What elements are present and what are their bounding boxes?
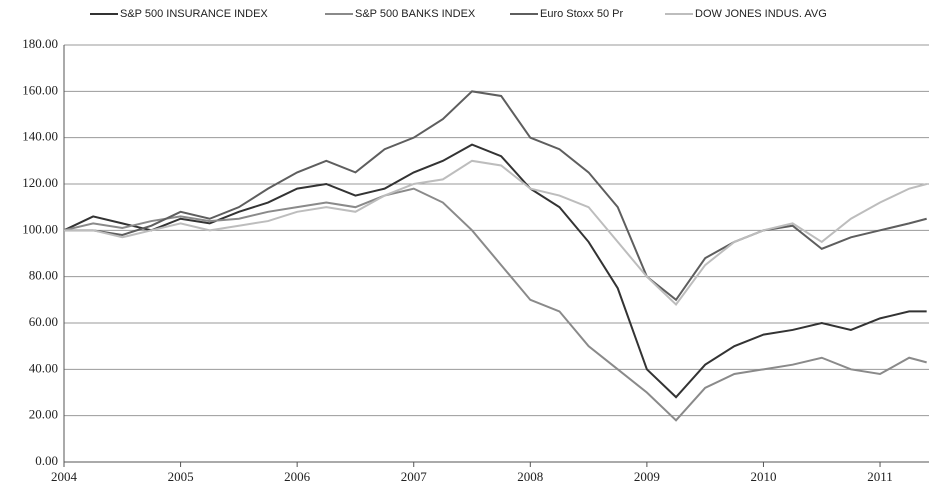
legend-label: DOW JONES INDUS. AVG — [695, 8, 827, 20]
x-tick-label: 2007 — [401, 469, 428, 484]
y-tick-label: 80.00 — [29, 268, 58, 283]
y-tick-label: 100.00 — [22, 221, 58, 236]
series-line — [64, 159, 927, 306]
y-tick-label: 180.00 — [22, 36, 58, 51]
x-tick-label: 2006 — [284, 469, 311, 484]
y-tick-label: 160.00 — [22, 82, 58, 97]
x-tick-label: 2010 — [750, 469, 776, 484]
x-tick-label: 2008 — [517, 469, 543, 484]
x-tick-label: 2011 — [867, 469, 893, 484]
y-tick-label: 120.00 — [22, 175, 58, 190]
x-tick-label: 2004 — [51, 469, 78, 484]
y-tick-label: 60.00 — [29, 314, 58, 329]
x-tick-label: 2009 — [634, 469, 660, 484]
series-line — [63, 187, 927, 422]
y-tick-label: 0.00 — [35, 453, 58, 468]
series-line — [64, 90, 927, 302]
y-tick-label: 140.00 — [22, 129, 58, 144]
series-line — [63, 143, 927, 399]
y-tick-label: 40.00 — [29, 360, 58, 375]
legend-label: Euro Stoxx 50 Pr — [540, 8, 623, 20]
x-tick-label: 2005 — [168, 469, 194, 484]
y-tick-label: 20.00 — [29, 407, 58, 422]
legend: S&P 500 INSURANCE INDEX S&P 500 BANKS IND… — [90, 8, 827, 20]
legend-label: S&P 500 INSURANCE INDEX — [120, 8, 268, 20]
legend-label: S&P 500 BANKS INDEX — [355, 8, 476, 20]
